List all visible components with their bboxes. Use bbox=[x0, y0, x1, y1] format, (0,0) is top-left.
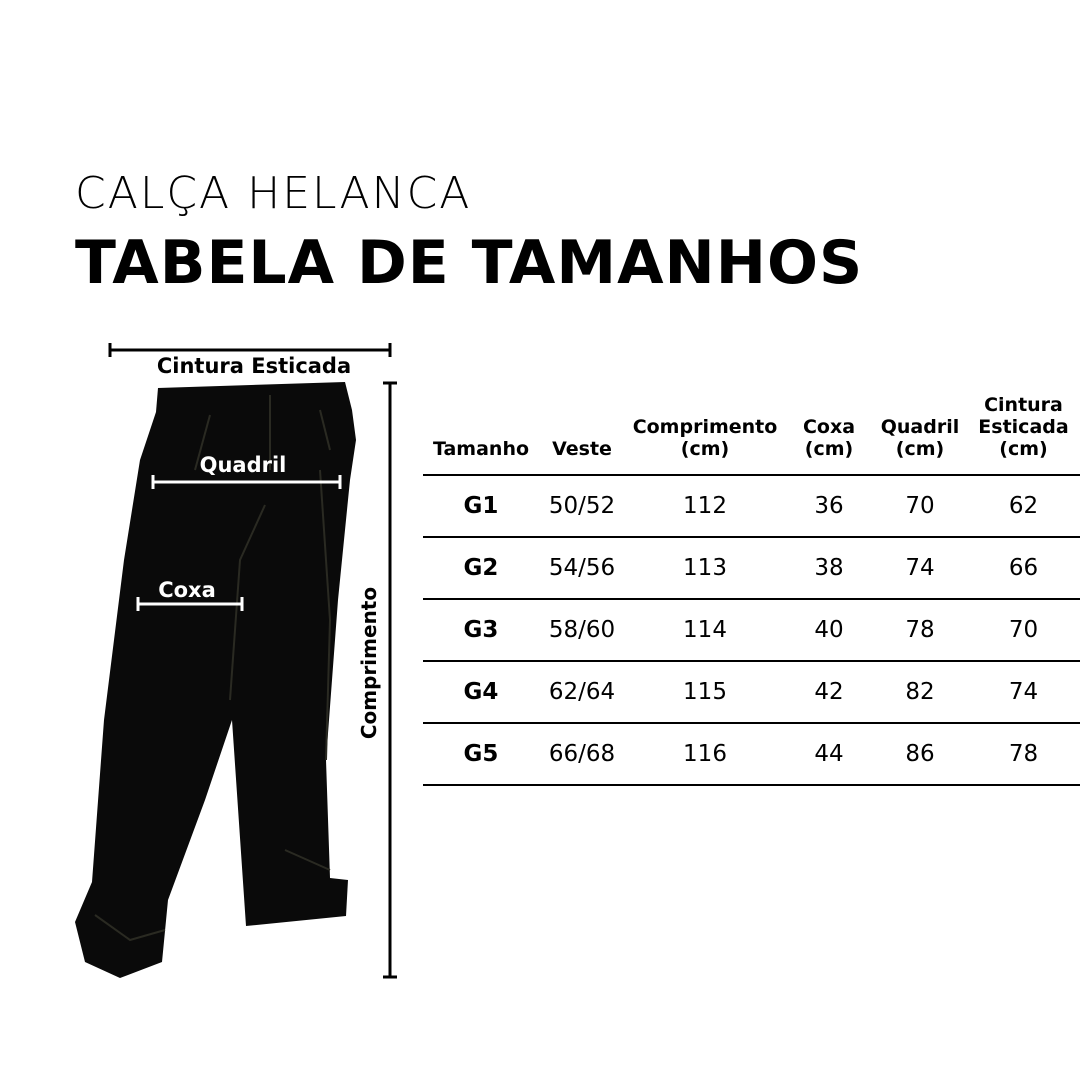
thigh-label: Coxa bbox=[158, 578, 216, 602]
value-cell: 42 bbox=[785, 660, 873, 723]
value-cell: 78 bbox=[873, 598, 967, 661]
thigh-dimension-line bbox=[136, 597, 244, 611]
value-cell: 38 bbox=[785, 536, 873, 599]
table-header-row: Tamanho Veste Comprimento (cm) Coxa (cm) Q… bbox=[423, 385, 1080, 475]
waist-label: Cintura Esticada bbox=[157, 354, 351, 378]
size-cell: G4 bbox=[423, 660, 539, 723]
length-dimension-line bbox=[383, 381, 397, 979]
value-cell: 40 bbox=[785, 598, 873, 661]
value-cell: 44 bbox=[785, 722, 873, 786]
size-cell: G3 bbox=[423, 598, 539, 661]
value-cell: 74 bbox=[873, 536, 967, 599]
value-cell: 54/56 bbox=[539, 536, 625, 599]
value-cell: 70 bbox=[873, 474, 967, 537]
col-header: Tamanho bbox=[432, 438, 530, 460]
value-cell: 62 bbox=[967, 474, 1080, 537]
value-cell: 86 bbox=[873, 722, 967, 786]
value-cell: 112 bbox=[625, 474, 785, 537]
size-table: Tamanho Veste Comprimento (cm) Coxa (cm) Q… bbox=[423, 385, 1080, 786]
value-cell: 66/68 bbox=[539, 722, 625, 786]
pants-silhouette bbox=[75, 382, 356, 978]
value-cell: 115 bbox=[625, 660, 785, 723]
hip-dimension-line bbox=[151, 475, 342, 489]
size-cell: G2 bbox=[423, 536, 539, 599]
col-header: Coxa (cm) bbox=[802, 416, 856, 460]
pants-illustration: Cintura Esticada Comprimento Quadril Cox… bbox=[75, 343, 397, 979]
value-cell: 58/60 bbox=[539, 598, 625, 661]
value-cell: 70 bbox=[967, 598, 1080, 661]
value-cell: 66 bbox=[967, 536, 1080, 599]
page-title: TABELA DE TAMANHOS bbox=[75, 228, 864, 298]
hip-label: Quadril bbox=[200, 453, 287, 477]
value-cell: 74 bbox=[967, 660, 1080, 723]
table-row: G3 58/60 114 40 78 70 bbox=[423, 598, 1080, 661]
value-cell: 78 bbox=[967, 722, 1080, 786]
value-cell: 114 bbox=[625, 598, 785, 661]
size-cell: G1 bbox=[423, 474, 539, 537]
col-header: Quadril (cm) bbox=[880, 416, 960, 460]
col-header: Comprimento (cm) bbox=[632, 416, 778, 460]
col-header: Cintura Esticada (cm) bbox=[978, 394, 1069, 460]
value-cell: 36 bbox=[785, 474, 873, 537]
value-cell: 82 bbox=[873, 660, 967, 723]
value-cell: 62/64 bbox=[539, 660, 625, 723]
table-row: G4 62/64 115 42 82 74 bbox=[423, 660, 1080, 723]
value-cell: 116 bbox=[625, 722, 785, 786]
product-subtitle: CALÇA HELANCA bbox=[75, 168, 472, 219]
waist-dimension-line bbox=[108, 343, 392, 357]
value-cell: 50/52 bbox=[539, 474, 625, 537]
table-row: G1 50/52 112 36 70 62 bbox=[423, 474, 1080, 537]
table-row: G2 54/56 113 38 74 66 bbox=[423, 536, 1080, 599]
value-cell: 113 bbox=[625, 536, 785, 599]
size-cell: G5 bbox=[423, 722, 539, 786]
table-row: G5 66/68 116 44 86 78 bbox=[423, 722, 1080, 786]
col-header: Veste bbox=[552, 438, 612, 460]
length-label: Comprimento bbox=[357, 587, 381, 739]
